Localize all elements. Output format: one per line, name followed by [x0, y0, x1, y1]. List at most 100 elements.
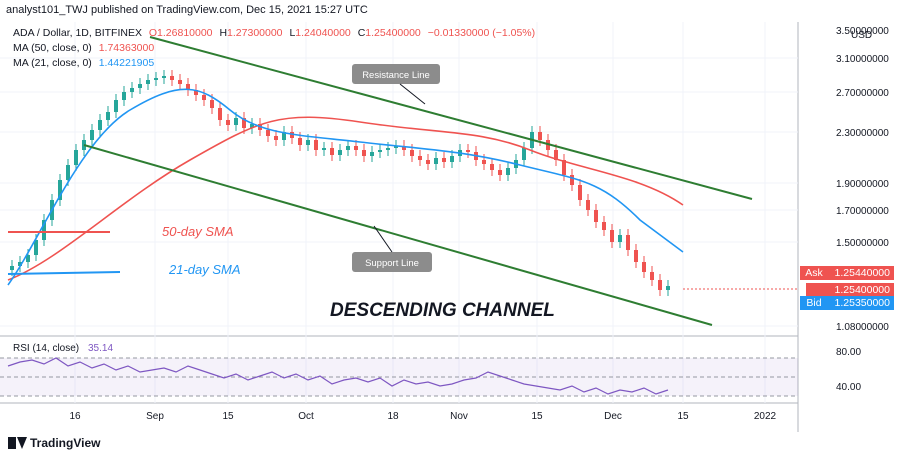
candle-body: [442, 158, 446, 162]
candle-body: [658, 280, 662, 290]
candle-body: [362, 150, 366, 156]
rsi-legend-value: 35.14: [88, 343, 113, 354]
candle-body: [370, 152, 374, 156]
candle-body: [338, 150, 342, 155]
candle-body: [538, 132, 542, 140]
legend-ma50: MA (50, close, 0) 1.74363000: [13, 42, 154, 54]
resistance-callout: [352, 64, 440, 84]
publisher-line: analyst101_TWJ published on TradingView.…: [6, 4, 368, 16]
price-axis: 3.50000000 3.10000000 2.70000000 2.30000000…: [836, 26, 889, 333]
candle-body: [130, 88, 134, 92]
candle-body: [562, 160, 566, 175]
time-tick-label: 15: [531, 411, 543, 422]
price-tick-label: 2.70000000: [836, 88, 889, 99]
candle-body: [378, 150, 382, 152]
support-callout: [352, 252, 432, 272]
ohlc-h: 1.27300000: [227, 27, 283, 39]
candle-body: [394, 146, 398, 148]
candle-body: [154, 78, 158, 80]
price-tick-label: 1.70000000: [836, 206, 889, 217]
candle-body: [282, 132, 286, 140]
candle-body: [322, 148, 326, 150]
ma50-label: MA (50, close, 0): [13, 42, 92, 54]
rsi-legend-label: RSI (14, close): [13, 343, 79, 354]
ohlc-c-label: C: [357, 27, 366, 39]
sma50-annotation: 50-day SMA: [162, 224, 234, 239]
ohlc-c: 1.25400000: [365, 27, 421, 39]
price-tick-label: 1.90000000: [836, 179, 889, 190]
legend-ma21: MA (21, close, 0) 1.44221905: [13, 57, 154, 69]
candle-body: [106, 112, 110, 120]
tradingview-logo-icon: [8, 437, 27, 449]
time-tick-label: Oct: [298, 411, 314, 422]
candle-body: [578, 185, 582, 200]
support-pointer: [373, 225, 393, 253]
time-axis: 16 Sep 15 Oct 18 Nov 15 Dec 15 2022: [69, 411, 776, 422]
candle-body: [250, 124, 254, 128]
candle-body: [266, 130, 270, 136]
candle-body: [522, 148, 526, 160]
candle-body: [290, 132, 294, 138]
candles: [10, 70, 670, 296]
candle-body: [466, 150, 470, 152]
time-tick-label: Dec: [604, 411, 622, 422]
legend-symbol: ADA / Dollar, 1D, BITFINEX O1.26810000 H…: [13, 27, 535, 39]
ohlc-l-label: L: [289, 27, 296, 39]
candle-body: [202, 95, 206, 100]
candle-body: [610, 230, 614, 242]
candle-body: [490, 164, 494, 170]
candle-body: [306, 140, 310, 145]
ma21-label: MA (21, close, 0): [13, 57, 92, 69]
candle-body: [58, 180, 62, 200]
rsi-pane: 80.00 40.00: [0, 347, 861, 397]
time-tick-label: 16: [69, 411, 81, 422]
horizontal-rays: [7, 231, 798, 290]
sma21-annotation: 21-day SMA: [168, 262, 241, 277]
candle-body: [482, 160, 486, 164]
candle-body: [602, 222, 606, 230]
currency-label: USD: [851, 30, 872, 41]
time-tick-label: Nov: [450, 411, 468, 422]
candle-body: [298, 138, 302, 145]
candle-body: [26, 255, 30, 262]
candle-body: [650, 272, 654, 280]
callouts: Resistance Line Support Line: [352, 64, 440, 272]
candle-body: [666, 286, 670, 290]
candle-body: [594, 210, 598, 222]
candle-body: [218, 108, 222, 120]
candle-body: [346, 146, 350, 150]
candle-body: [402, 146, 406, 150]
support-line: [83, 144, 713, 326]
ohlc-change: −0.01330000 (−1.05%): [427, 27, 536, 39]
bid-tag: 1.25350000: [806, 296, 894, 310]
candle-body: [498, 170, 502, 175]
candle-body: [114, 100, 118, 112]
time-tick-label: Sep: [146, 411, 164, 422]
price-tick-label: 3.50000000: [836, 26, 889, 37]
candle-body: [642, 262, 646, 272]
rsi-tick-label: 80.00: [836, 347, 861, 358]
candle-body: [426, 160, 430, 164]
footer-brand: TradingView: [30, 436, 101, 450]
candle-body: [314, 140, 318, 150]
candle-body: [90, 130, 94, 140]
ask-value: 1.25440000: [834, 267, 890, 279]
candle-body: [354, 146, 358, 150]
ohlc-h-label: H: [219, 27, 228, 39]
tradingview-footer[interactable]: TradingView: [8, 436, 100, 450]
candle-body: [210, 100, 214, 108]
rsi-line: [7, 357, 669, 395]
candle-body: [450, 156, 454, 162]
channel-annotation: DESCENDING CHANNEL: [330, 300, 555, 321]
candle-body: [74, 150, 78, 165]
ohlc-o: 1.26810000: [157, 27, 213, 39]
bid-label: Bid: [800, 296, 828, 310]
ma21-line: [7, 88, 684, 286]
candle-body: [234, 118, 238, 125]
candle-body: [242, 118, 246, 128]
candle-body: [434, 158, 438, 164]
descending-channel: [83, 36, 753, 326]
price-tick-label: 3.10000000: [836, 54, 889, 65]
candle-body: [146, 80, 150, 84]
